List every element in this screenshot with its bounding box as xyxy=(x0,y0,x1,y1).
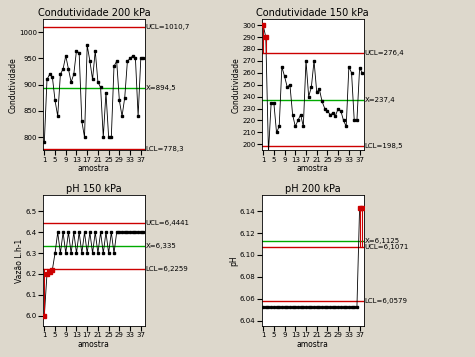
Y-axis label: pH: pH xyxy=(229,255,238,266)
Title: Condutividade 150 kPa: Condutividade 150 kPa xyxy=(256,8,369,18)
Title: Condutividade 200 kPa: Condutividade 200 kPa xyxy=(38,8,150,18)
Text: UCL=1010,7: UCL=1010,7 xyxy=(146,24,190,30)
Text: UCL=276,4: UCL=276,4 xyxy=(365,50,404,56)
Text: LCL=6,0579: LCL=6,0579 xyxy=(365,298,408,304)
Text: X=6,1125: X=6,1125 xyxy=(365,238,400,244)
X-axis label: amostra: amostra xyxy=(297,340,329,349)
Text: UCL=6,1071: UCL=6,1071 xyxy=(365,244,409,250)
Text: X=894,5: X=894,5 xyxy=(146,85,177,91)
X-axis label: amostra: amostra xyxy=(78,164,110,173)
X-axis label: amostra: amostra xyxy=(297,164,329,173)
Text: LCL=6,2259: LCL=6,2259 xyxy=(146,266,189,272)
Y-axis label: Condutividade: Condutividade xyxy=(9,57,17,112)
Y-axis label: Vazão L.h-1: Vazão L.h-1 xyxy=(15,238,24,282)
Text: UCL=6,4441: UCL=6,4441 xyxy=(146,220,190,226)
Text: LCL=198,5: LCL=198,5 xyxy=(365,143,403,149)
Y-axis label: Condutividade: Condutividade xyxy=(232,57,241,112)
Text: X=237,4: X=237,4 xyxy=(365,97,395,103)
Title: pH 200 kPa: pH 200 kPa xyxy=(285,184,341,194)
Text: LCL=778,3: LCL=778,3 xyxy=(146,146,184,152)
X-axis label: amostra: amostra xyxy=(78,340,110,349)
Title: pH 150 kPa: pH 150 kPa xyxy=(66,184,122,194)
Text: X=6,335: X=6,335 xyxy=(146,243,177,249)
